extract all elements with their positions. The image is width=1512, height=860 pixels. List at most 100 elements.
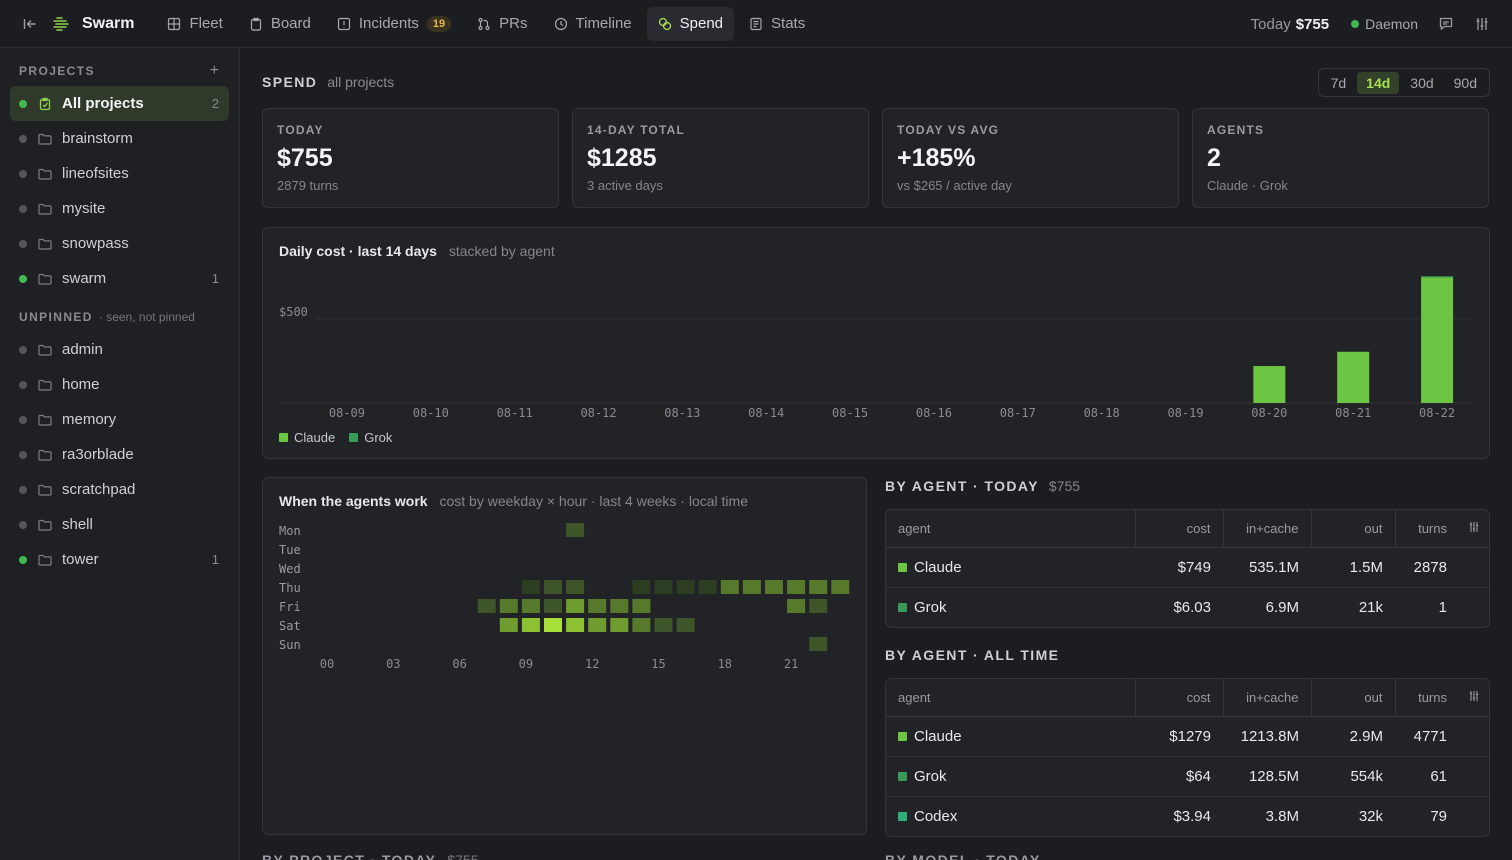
heatmap-cell[interactable] [566, 580, 585, 594]
table-row[interactable]: Claude $1279 1213.8M 2.9M 4771 [886, 716, 1489, 757]
agent-name: Claude [914, 558, 962, 576]
sliders-icon[interactable] [1474, 16, 1490, 32]
column-settings-icon[interactable] [1459, 679, 1489, 717]
column-header-cost[interactable]: cost [1134, 510, 1223, 548]
heatmap-cell[interactable] [632, 618, 651, 632]
sidebar-item-snowpass[interactable]: snowpass [10, 226, 229, 261]
column-header-cost[interactable]: cost [1134, 679, 1223, 717]
agent-cell: Codex [886, 796, 1135, 836]
x-tick-label: 08-15 [832, 406, 868, 418]
heatmap-cell[interactable] [499, 618, 518, 632]
heatmap-cell[interactable] [521, 599, 540, 613]
card-subtitle: 2879 turns [277, 178, 339, 193]
chart-legend: Claude Grok [279, 430, 392, 445]
table-row[interactable]: Claude $749 535.1M 1.5M 2878 [886, 547, 1489, 588]
table-row[interactable]: Codex $3.94 3.8M 32k 79 [886, 796, 1489, 836]
heatmap-cell[interactable] [809, 599, 828, 613]
chat-icon[interactable] [1438, 16, 1454, 32]
collapse-sidebar-icon[interactable] [22, 16, 38, 32]
add-project-icon[interactable]: + [209, 62, 219, 79]
heatmap-cell[interactable] [521, 618, 540, 632]
column-header-in-cache[interactable]: in+cache [1222, 679, 1311, 717]
heatmap-cell[interactable] [742, 580, 761, 594]
heatmap-cell[interactable] [676, 580, 695, 594]
bar-claude-08-21[interactable] [1337, 351, 1370, 403]
range-90d-button[interactable]: 90d [1453, 74, 1477, 91]
sidebar-item-shell[interactable]: shell [10, 507, 229, 542]
heatmap-cell[interactable] [566, 618, 585, 632]
x-tick-label: 08-19 [1167, 406, 1203, 418]
column-header-turns[interactable]: turns [1394, 510, 1459, 548]
heatmap-cell[interactable] [521, 580, 540, 594]
heatmap-cell[interactable] [499, 599, 518, 613]
table-row[interactable]: Grok $6.03 6.9M 21k 1 [886, 587, 1489, 627]
heatmap-cell[interactable] [676, 618, 695, 632]
bar-claude-08-20[interactable] [1253, 366, 1286, 403]
heatmap-cell[interactable] [544, 599, 562, 613]
column-header-agent[interactable]: agent [886, 510, 1135, 548]
column-header-out[interactable]: out [1310, 510, 1395, 548]
bar-claude-08-22[interactable] [1421, 277, 1454, 403]
range-14d-button[interactable]: 14d [1357, 71, 1400, 94]
heatmap-cell[interactable] [787, 599, 806, 613]
heatmap-cell[interactable] [544, 580, 562, 594]
agent-name-wrap: Grok [898, 599, 947, 616]
tab-fleet[interactable]: Fleet [156, 7, 233, 41]
sidebar-item-admin[interactable]: admin [10, 332, 229, 367]
column-header-agent[interactable]: agent [886, 679, 1135, 717]
heatmap-cell[interactable] [654, 618, 673, 632]
heatmap-cell[interactable] [588, 618, 607, 632]
sidebar-item-home[interactable]: home [10, 367, 229, 402]
heatmap-row-label: Sun [279, 638, 301, 652]
heatmap-cell[interactable] [809, 637, 828, 651]
spend-header: SPEND all projects [262, 74, 394, 90]
agent-cell: Claude [886, 547, 1135, 588]
heatmap-cell[interactable] [765, 580, 783, 594]
tab-incidents[interactable]: Incidents 19 [326, 7, 462, 41]
heatmap-cell[interactable] [787, 580, 806, 594]
heatmap-cell[interactable] [831, 580, 850, 594]
column-header-out[interactable]: out [1310, 679, 1395, 717]
sidebar-item-mysite[interactable]: mysite [10, 191, 229, 226]
sidebar-item-scratchpad[interactable]: scratchpad [10, 472, 229, 507]
sidebar-item-ra3orblade[interactable]: ra3orblade [10, 437, 229, 472]
tab-timeline[interactable]: Timeline [543, 7, 643, 41]
table-row[interactable]: Grok $64 128.5M 554k 61 [886, 756, 1489, 797]
column-header-turns[interactable]: turns [1394, 679, 1459, 717]
x-tick-label: 08-10 [413, 406, 449, 418]
cell-out: 21k [1358, 598, 1383, 616]
heatmap-cell[interactable] [610, 599, 629, 613]
range-30d-button[interactable]: 30d [1410, 74, 1434, 91]
agent-name-wrap: Claude [898, 728, 962, 745]
tab-stats[interactable]: Stats [738, 7, 816, 41]
heatmap-cell[interactable] [720, 580, 739, 594]
heatmap-cell[interactable] [632, 599, 651, 613]
range-7d-button[interactable]: 7d [1330, 74, 1347, 91]
sidebar-item-brainstorm[interactable]: brainstorm [10, 121, 229, 156]
heatmap-cell[interactable] [632, 580, 651, 594]
column-header-in-cache[interactable]: in+cache [1222, 510, 1311, 548]
bar-grok-08-22[interactable] [1421, 276, 1454, 278]
coins-icon [658, 17, 672, 31]
sidebar-item-swarm[interactable]: swarm 1 [10, 261, 229, 296]
sidebar-item-memory[interactable]: memory [10, 402, 229, 437]
daemon-status[interactable]: Daemon [1351, 16, 1418, 32]
heatmap-cell[interactable] [566, 599, 585, 613]
sidebar-item-lineofsites[interactable]: lineofsites [10, 156, 229, 191]
heatmap-cell[interactable] [610, 618, 629, 632]
heatmap-cell[interactable] [588, 599, 607, 613]
tab-prs[interactable]: PRs [466, 7, 538, 41]
sidebar-item-tower[interactable]: tower 1 [10, 542, 229, 577]
heatmap-cell[interactable] [654, 580, 673, 594]
heatmap-cell[interactable] [809, 580, 828, 594]
folder-icon [38, 448, 52, 462]
heatmap-cell[interactable] [698, 580, 717, 594]
column-settings-icon[interactable] [1459, 510, 1489, 548]
heatmap-cell[interactable] [477, 599, 496, 613]
heatmap-cell[interactable] [544, 618, 562, 632]
tab-spend[interactable]: Spend [646, 6, 735, 41]
heatmap-cell[interactable] [566, 523, 585, 537]
tab-board[interactable]: Board [238, 7, 322, 41]
by-model-today-header: BY MODEL · TODAY [885, 852, 1041, 860]
sidebar-item-all-projects[interactable]: All projects 2 [10, 86, 229, 121]
